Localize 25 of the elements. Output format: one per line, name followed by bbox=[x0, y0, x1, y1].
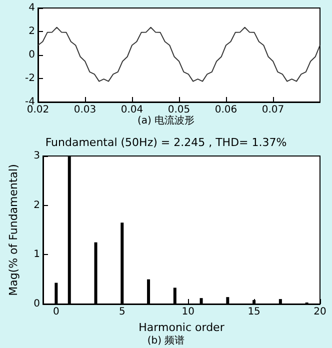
x-tick-label: 0 bbox=[53, 306, 60, 318]
text: (b) 频谱 bbox=[147, 334, 185, 346]
x-tick-label: 0.02 bbox=[26, 104, 50, 116]
x-tick-label: 15 bbox=[248, 306, 260, 318]
x-tick-label: 0.04 bbox=[120, 104, 144, 116]
x-tick-label: 20 bbox=[314, 306, 326, 318]
y-tick-label: 2 bbox=[28, 26, 35, 37]
line-series bbox=[38, 26, 320, 82]
x-tick-label: 0.03 bbox=[74, 104, 96, 116]
y-tick-label: -2 bbox=[25, 73, 35, 84]
y-axis-title: Mag(% of Fundamental) bbox=[7, 164, 20, 296]
y-tick-label: 2 bbox=[34, 200, 40, 211]
x-tick-label: 0.05 bbox=[168, 104, 190, 116]
y-tick-label: 1 bbox=[34, 249, 40, 260]
y-tick-label: 0 bbox=[34, 298, 40, 310]
y-tick-label: 0 bbox=[28, 50, 35, 60]
x-tick-label: 10 bbox=[182, 306, 194, 318]
x-axis-title: Harmonic order bbox=[138, 320, 225, 334]
y-tick-label: 3 bbox=[34, 150, 40, 162]
x-tick-label: 0.07 bbox=[262, 104, 284, 116]
chart-title: Fundamental (50Hz) = 2.245 , THD= 1.37% bbox=[45, 136, 287, 149]
text: (a) 电流波形 bbox=[137, 114, 195, 126]
x-tick-label: 0.06 bbox=[214, 104, 238, 116]
x-tick-label: 5 bbox=[118, 306, 126, 318]
y-tick-label: 4 bbox=[28, 2, 35, 14]
